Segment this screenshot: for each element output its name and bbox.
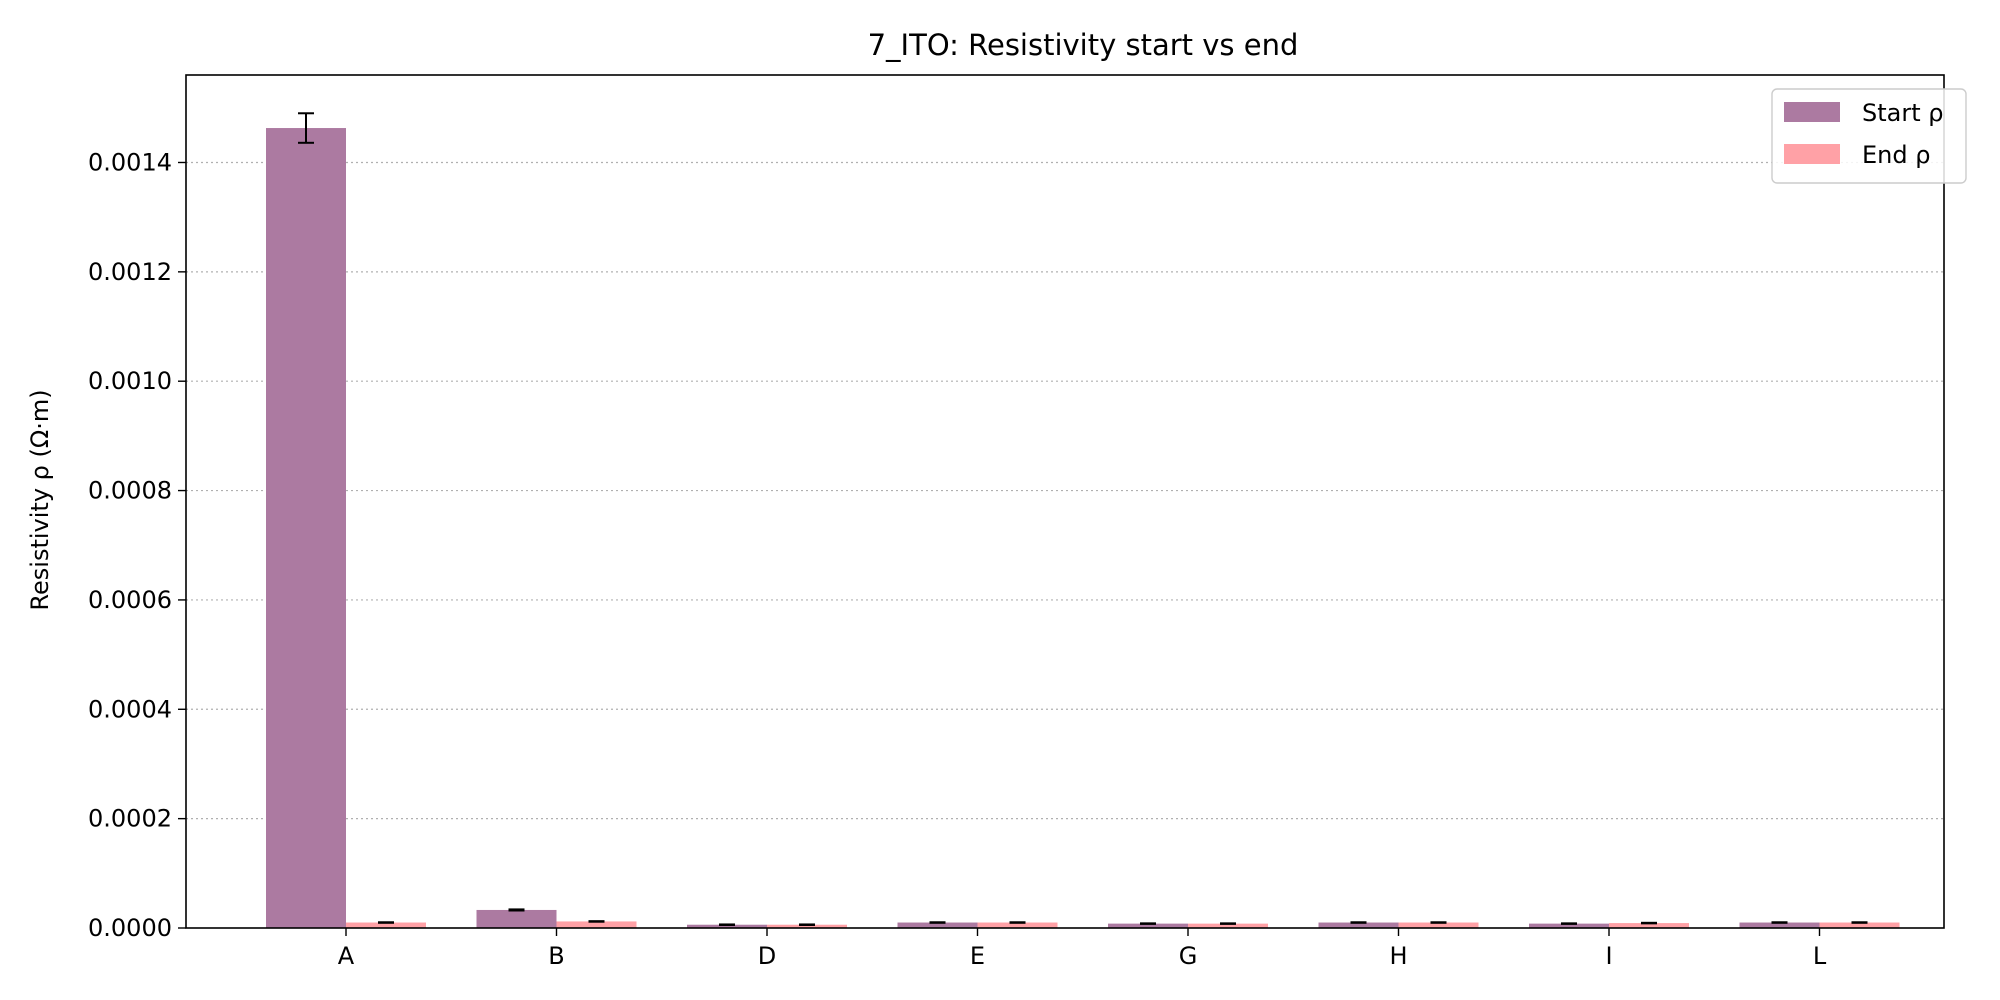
- bar-end-H: [1398, 922, 1479, 928]
- x-tick-label: L: [1813, 942, 1827, 970]
- error-bar-start-G: [1140, 922, 1156, 925]
- error-bar-start-A: [298, 112, 314, 144]
- x-tick-label: G: [1179, 942, 1198, 970]
- error-bar-start-L: [1771, 921, 1788, 924]
- grid-lines: [186, 161, 1944, 820]
- y-tick-label: 0.0002: [88, 805, 172, 833]
- legend-swatch: [1784, 102, 1840, 122]
- bar-start-A: [266, 128, 346, 928]
- error-bar-start-H: [1350, 921, 1367, 924]
- bar-end-B: [556, 921, 637, 928]
- bar-end-L: [1819, 922, 1900, 928]
- bar-end-G: [1188, 923, 1268, 928]
- y-tick-label: 0.0000: [88, 914, 172, 942]
- bar-start-L: [1739, 922, 1820, 928]
- error-bar-start-I: [1561, 922, 1577, 925]
- y-tick-label: 0.0014: [88, 148, 172, 176]
- bar-start-I: [1529, 923, 1609, 928]
- plot-area-frame: [185, 74, 1945, 929]
- error-bar-end-E: [1009, 921, 1026, 924]
- y-tick-label: 0.0008: [88, 477, 172, 505]
- y-tick-label: 0.0006: [88, 586, 172, 614]
- bar-end-E: [977, 922, 1058, 928]
- bar-start-D: [687, 924, 767, 928]
- bar-start-G: [1108, 923, 1188, 928]
- legend-label: Start ρ: [1862, 99, 1944, 127]
- error-bar-end-I: [1641, 921, 1657, 925]
- bar-end-A: [346, 922, 426, 928]
- error-bar-end-B: [588, 920, 605, 923]
- x-tick-label: D: [758, 942, 776, 970]
- error-bar-end-G: [1220, 922, 1236, 925]
- bar-end-D: [767, 924, 847, 928]
- error-bar-end-D: [799, 923, 815, 926]
- error-bar-start-E: [929, 921, 946, 924]
- error-bar-start-B: [508, 908, 525, 912]
- error-bars: [298, 112, 1868, 926]
- x-tick-label: B: [548, 942, 564, 970]
- bar-start-H: [1318, 922, 1399, 928]
- bars: [266, 128, 1900, 928]
- error-bar-end-L: [1851, 921, 1868, 924]
- bar-start-E: [897, 922, 978, 928]
- x-tick-label: I: [1605, 942, 1612, 970]
- y-tick-label: 0.0010: [88, 367, 172, 395]
- legend-label: End ρ: [1862, 141, 1930, 169]
- bar-end-I: [1609, 923, 1689, 928]
- x-tick-label: A: [338, 942, 355, 970]
- legend-swatch: [1784, 144, 1840, 164]
- x-tick-label: H: [1389, 942, 1407, 970]
- bar-start-B: [476, 909, 557, 928]
- error-bar-end-H: [1430, 921, 1447, 924]
- y-tick-label: 0.0012: [88, 258, 172, 286]
- y-tick-label: 0.0004: [88, 695, 172, 723]
- chart-title: 7_ITO: Resistivity start vs end: [868, 28, 1299, 62]
- legend[interactable]: Start ρ End ρ: [1771, 88, 1967, 184]
- error-bar-end-A: [378, 921, 394, 924]
- error-bar-start-D: [719, 923, 735, 926]
- y-axis-ticks: 0.0000 0.0002 0.0004 0.0006 0.0008 0.0010 0.00…: [88, 148, 186, 942]
- x-tick-label: E: [970, 942, 985, 970]
- y-axis-label: Resistivity ρ (Ω·m): [26, 389, 54, 610]
